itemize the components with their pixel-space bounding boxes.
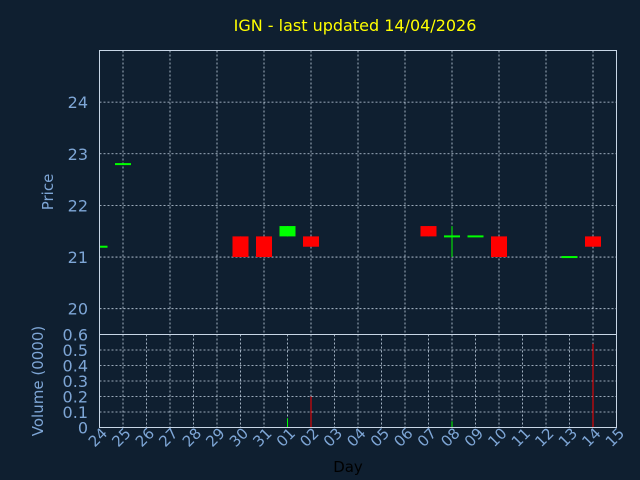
candle-body <box>279 226 296 237</box>
volume-tick-label: 0.5 <box>63 341 88 360</box>
price-tick-label: 21 <box>68 248 88 267</box>
volume-tick-label: 0 <box>78 419 88 438</box>
volume-panel-frame <box>99 334 617 428</box>
candle-body <box>585 236 601 247</box>
day-axis-label: Day <box>333 458 363 476</box>
candle-body <box>420 226 437 237</box>
volume-axis-label: Volume (0000) <box>29 326 47 436</box>
price-axis-label: Price <box>39 174 57 211</box>
price-grid <box>99 50 617 335</box>
volume-tick-label: 0.6 <box>63 326 88 345</box>
price-tick-label: 20 <box>68 300 88 319</box>
volume-tick-label: 0.1 <box>63 403 88 422</box>
price-tick-label: 23 <box>68 145 88 164</box>
price-tick-labels: 20 21 22 23 24 <box>68 93 88 319</box>
price-tick-label: 22 <box>68 196 88 215</box>
volume-tick-label: 0.2 <box>63 388 88 407</box>
candle-body <box>303 236 319 247</box>
volume-tick-labels: 00.10.20.30.40.50.6 <box>63 326 88 438</box>
candle-body <box>232 236 249 258</box>
volume-tick-label: 0.3 <box>63 372 88 391</box>
candle-body <box>256 236 272 258</box>
volume-tick-label: 0.4 <box>63 357 88 376</box>
day-tick-labels: 2425262728293031010203040506070809101112… <box>85 424 628 450</box>
price-tick-label: 24 <box>68 93 88 112</box>
candles <box>99 163 601 259</box>
candle-body <box>491 236 507 258</box>
chart-title: IGN - last updated 14/04/2026 <box>234 16 477 35</box>
volume-bars <box>287 343 594 428</box>
